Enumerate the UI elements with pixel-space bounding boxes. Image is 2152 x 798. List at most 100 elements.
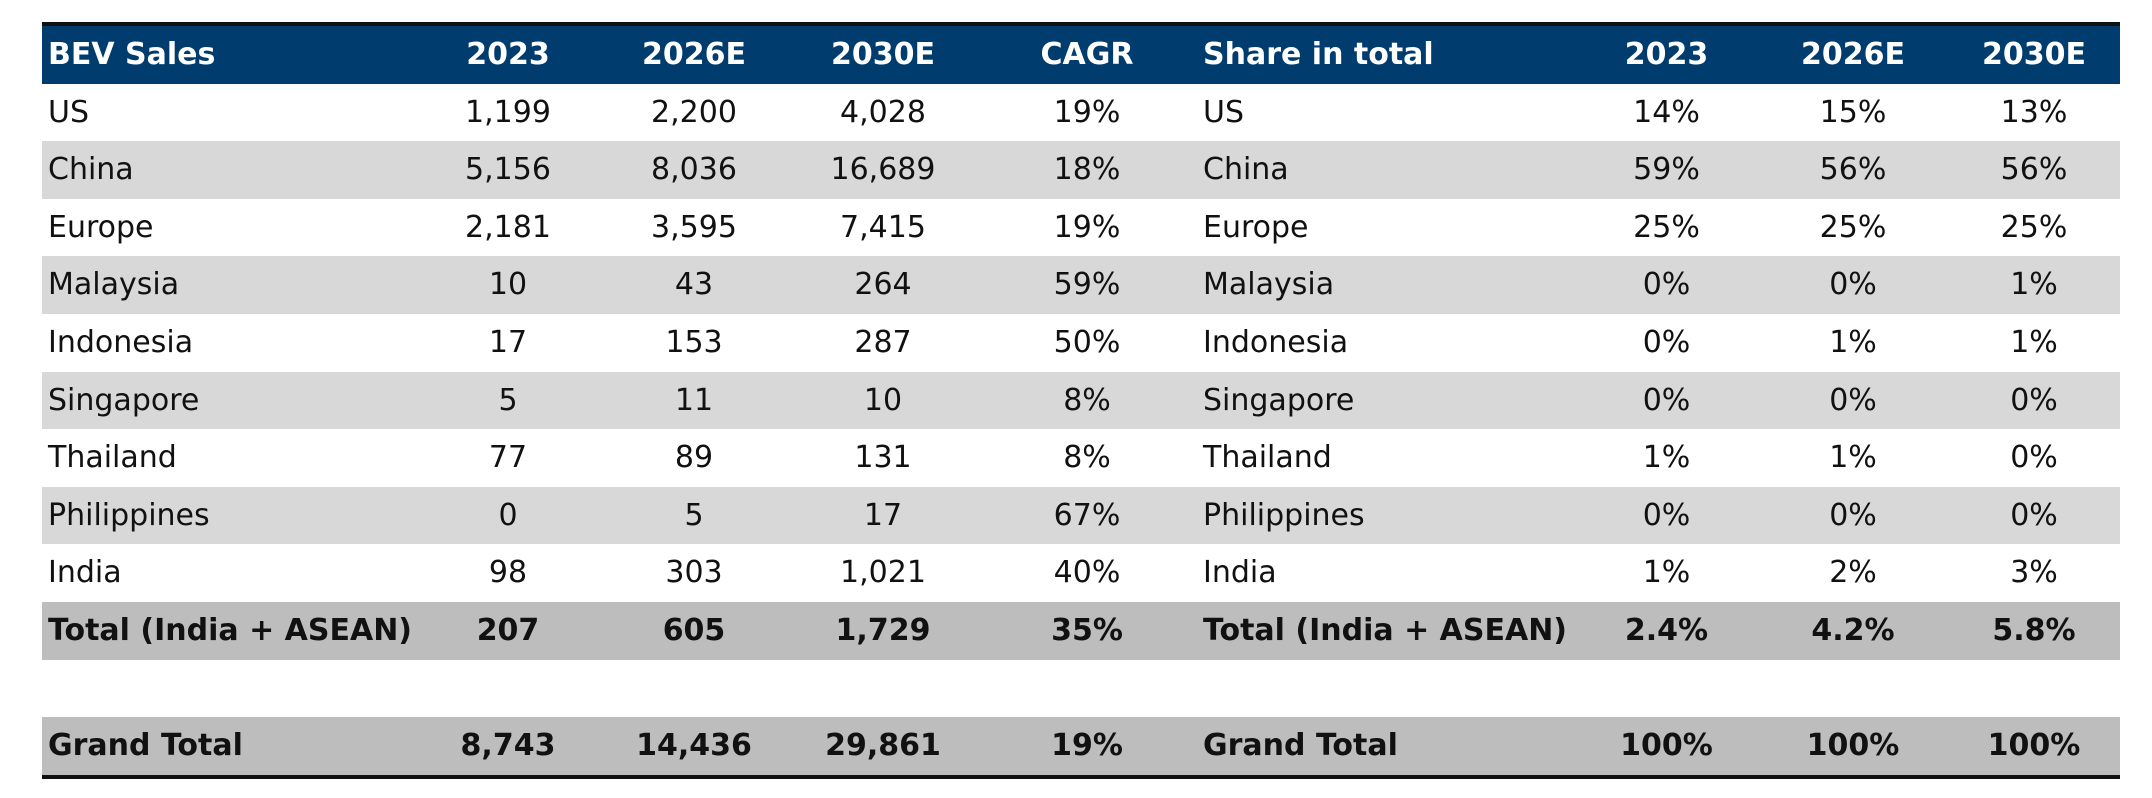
sales-2023-cell: 10 bbox=[417, 256, 599, 314]
row-label: Singapore bbox=[42, 371, 417, 430]
total-2023-cell: 207 bbox=[417, 601, 599, 660]
share-2026e-cell: 0% bbox=[1758, 256, 1948, 314]
grand-total-2026e-cell: 14,436 bbox=[599, 717, 789, 779]
header-row: BEV Sales 2023 2026E 2030E CAGR Share in… bbox=[42, 24, 2120, 84]
sales-2026e-cell: 5 bbox=[599, 486, 789, 545]
sales-2030e-cell: 16,689 bbox=[789, 141, 977, 199]
header-share-2030e: 2030E bbox=[1948, 24, 2120, 84]
sales-2026e-cell: 8,036 bbox=[599, 141, 789, 199]
total-india-asean-row: Total (India + ASEAN) 207 605 1,729 35% … bbox=[42, 601, 2120, 660]
spacer-row bbox=[42, 659, 2120, 718]
header-share-2026e: 2026E bbox=[1758, 24, 1948, 84]
row-label: Europe bbox=[42, 198, 417, 257]
sales-2023-cell: 1,199 bbox=[417, 83, 599, 142]
header-bev-sales: BEV Sales bbox=[42, 24, 417, 84]
sales-2030e-cell: 131 bbox=[789, 429, 977, 487]
share-2026e-cell: 56% bbox=[1758, 141, 1948, 199]
table-row: US 1,199 2,200 4,028 19% US 14% 15% 13% bbox=[42, 83, 2120, 142]
grand-total-2030e-cell: 29,861 bbox=[789, 717, 977, 779]
cagr-cell: 50% bbox=[977, 313, 1197, 372]
bev-sales-table-container: BEV Sales 2023 2026E 2030E CAGR Share in… bbox=[42, 22, 2120, 779]
share-2023-cell: 0% bbox=[1575, 486, 1758, 545]
cagr-cell: 8% bbox=[977, 429, 1197, 487]
sales-2023-cell: 5 bbox=[417, 371, 599, 430]
share-2023-cell: 0% bbox=[1575, 371, 1758, 430]
share-row-label: Thailand bbox=[1197, 429, 1575, 487]
grand-total-share-2030e-cell: 100% bbox=[1948, 717, 2120, 779]
share-2030e-cell: 0% bbox=[1948, 371, 2120, 430]
header-2030e: 2030E bbox=[789, 24, 977, 84]
total-share-2026e-cell: 4.2% bbox=[1758, 601, 1948, 660]
share-row-label: China bbox=[1197, 141, 1575, 199]
grand-total-2023-cell: 8,743 bbox=[417, 717, 599, 779]
grand-total-share-2026e-cell: 100% bbox=[1758, 717, 1948, 779]
share-2026e-cell: 0% bbox=[1758, 371, 1948, 430]
table-row: China 5,156 8,036 16,689 18% China 59% 5… bbox=[42, 141, 2120, 199]
share-2030e-cell: 1% bbox=[1948, 313, 2120, 372]
header-share-in-total: Share in total bbox=[1197, 24, 1575, 84]
sales-2026e-cell: 2,200 bbox=[599, 83, 789, 142]
header-share-2023: 2023 bbox=[1575, 24, 1758, 84]
sales-2026e-cell: 11 bbox=[599, 371, 789, 430]
row-label: Indonesia bbox=[42, 313, 417, 372]
share-2023-cell: 0% bbox=[1575, 313, 1758, 372]
sales-2030e-cell: 1,021 bbox=[789, 544, 977, 602]
table-row: Thailand 77 89 131 8% Thailand 1% 1% 0% bbox=[42, 429, 2120, 487]
sales-2030e-cell: 4,028 bbox=[789, 83, 977, 142]
share-2026e-cell: 25% bbox=[1758, 198, 1948, 257]
share-row-label: Indonesia bbox=[1197, 313, 1575, 372]
total-2026e-cell: 605 bbox=[599, 601, 789, 660]
share-2023-cell: 1% bbox=[1575, 544, 1758, 602]
share-2030e-cell: 3% bbox=[1948, 544, 2120, 602]
total-label: Total (India + ASEAN) bbox=[42, 601, 417, 660]
share-2030e-cell: 0% bbox=[1948, 429, 2120, 487]
share-2030e-cell: 56% bbox=[1948, 141, 2120, 199]
sales-2023-cell: 5,156 bbox=[417, 141, 599, 199]
share-2026e-cell: 1% bbox=[1758, 429, 1948, 487]
grand-total-label: Grand Total bbox=[42, 717, 417, 779]
row-label: Thailand bbox=[42, 429, 417, 487]
table-row: Malaysia 10 43 264 59% Malaysia 0% 0% 1% bbox=[42, 256, 2120, 314]
sales-2030e-cell: 7,415 bbox=[789, 198, 977, 257]
cagr-cell: 40% bbox=[977, 544, 1197, 602]
share-2023-cell: 14% bbox=[1575, 83, 1758, 142]
header-2023: 2023 bbox=[417, 24, 599, 84]
cagr-cell: 67% bbox=[977, 486, 1197, 545]
row-label: India bbox=[42, 544, 417, 602]
grand-total-row: Grand Total 8,743 14,436 29,861 19% Gran… bbox=[42, 717, 2120, 779]
sales-2023-cell: 17 bbox=[417, 313, 599, 372]
sales-2030e-cell: 17 bbox=[789, 486, 977, 545]
share-2023-cell: 1% bbox=[1575, 429, 1758, 487]
sales-2030e-cell: 287 bbox=[789, 313, 977, 372]
cagr-cell: 19% bbox=[977, 198, 1197, 257]
share-2030e-cell: 0% bbox=[1948, 486, 2120, 545]
sales-2026e-cell: 89 bbox=[599, 429, 789, 487]
cagr-cell: 18% bbox=[977, 141, 1197, 199]
grand-total-share-label: Grand Total bbox=[1197, 717, 1575, 779]
share-2023-cell: 25% bbox=[1575, 198, 1758, 257]
header-cagr: CAGR bbox=[977, 24, 1197, 84]
share-2026e-cell: 2% bbox=[1758, 544, 1948, 602]
share-2023-cell: 59% bbox=[1575, 141, 1758, 199]
row-label: China bbox=[42, 141, 417, 199]
share-row-label: Philippines bbox=[1197, 486, 1575, 545]
share-row-label: Singapore bbox=[1197, 371, 1575, 430]
share-2030e-cell: 13% bbox=[1948, 83, 2120, 142]
sales-2023-cell: 2,181 bbox=[417, 198, 599, 257]
sales-2023-cell: 98 bbox=[417, 544, 599, 602]
table-row: India 98 303 1,021 40% India 1% 2% 3% bbox=[42, 544, 2120, 602]
row-label: US bbox=[42, 83, 417, 142]
share-row-label: Europe bbox=[1197, 198, 1575, 257]
share-2026e-cell: 0% bbox=[1758, 486, 1948, 545]
sales-2026e-cell: 3,595 bbox=[599, 198, 789, 257]
cagr-cell: 19% bbox=[977, 83, 1197, 142]
share-row-label: India bbox=[1197, 544, 1575, 602]
table-row: Singapore 5 11 10 8% Singapore 0% 0% 0% bbox=[42, 371, 2120, 430]
grand-total-cagr-cell: 19% bbox=[977, 717, 1197, 779]
share-2030e-cell: 1% bbox=[1948, 256, 2120, 314]
sales-2026e-cell: 303 bbox=[599, 544, 789, 602]
sales-2026e-cell: 43 bbox=[599, 256, 789, 314]
share-row-label: Malaysia bbox=[1197, 256, 1575, 314]
sales-2030e-cell: 10 bbox=[789, 371, 977, 430]
total-share-2030e-cell: 5.8% bbox=[1948, 601, 2120, 660]
